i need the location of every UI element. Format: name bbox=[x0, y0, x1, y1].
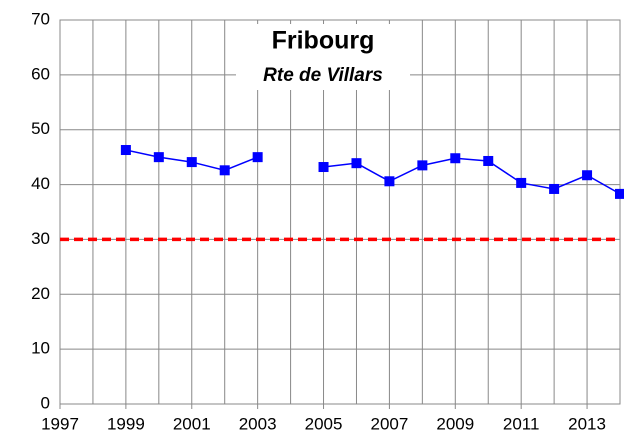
marker bbox=[615, 188, 624, 199]
marker bbox=[318, 162, 329, 173]
y-tick-label: 30 bbox=[31, 229, 50, 248]
marker bbox=[186, 157, 197, 168]
chart-title: Fribourg bbox=[272, 27, 375, 55]
marker bbox=[516, 177, 527, 188]
marks bbox=[60, 145, 624, 242]
y-tick-label: 60 bbox=[31, 64, 50, 83]
x-tick-label: 2001 bbox=[173, 414, 211, 433]
y-tick-label: 0 bbox=[41, 393, 50, 412]
x-tick-label: 1997 bbox=[41, 414, 79, 433]
title-box bbox=[236, 24, 410, 90]
marker bbox=[219, 165, 230, 176]
x-tick-label: 2009 bbox=[436, 414, 474, 433]
x-tick-label: 2011 bbox=[503, 414, 540, 433]
marker bbox=[120, 145, 131, 156]
y-tick-label: 10 bbox=[31, 339, 50, 358]
y-tick-label: 40 bbox=[31, 174, 50, 193]
y-tick-label: 50 bbox=[31, 119, 50, 138]
marker bbox=[549, 183, 560, 194]
y-tick-label: 70 bbox=[31, 9, 50, 28]
y-tick-label: 20 bbox=[31, 284, 50, 303]
marker bbox=[582, 170, 593, 181]
marker bbox=[384, 176, 395, 187]
x-tick-label: 2013 bbox=[568, 414, 606, 433]
marker bbox=[252, 152, 263, 163]
x-tick-label: 2003 bbox=[239, 414, 277, 433]
marker bbox=[351, 158, 362, 169]
marker bbox=[417, 160, 428, 171]
x-tick-label: 2007 bbox=[370, 414, 408, 433]
marker bbox=[483, 155, 494, 166]
x-tick-label: 1999 bbox=[107, 414, 145, 433]
marker bbox=[153, 152, 164, 163]
marker bbox=[450, 153, 461, 164]
chart-subtitle: Rte de Villars bbox=[263, 65, 383, 86]
x-tick-label: 2005 bbox=[305, 414, 343, 433]
